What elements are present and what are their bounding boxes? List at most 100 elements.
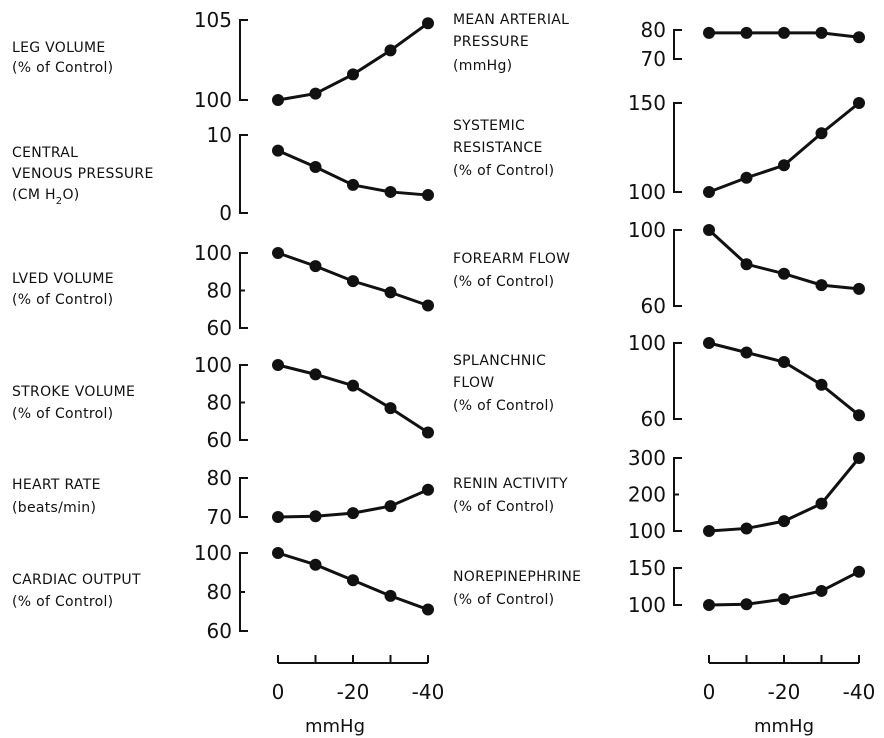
panel-label-1-line-2: (% of Control) [12,60,113,76]
panel-label-10-line-2: FLOW [453,375,494,391]
data-point-5-2 [309,510,322,523]
y-tick-label-3-3: 60 [207,316,232,340]
data-point-9-3 [778,267,790,280]
data-point-8-5 [853,97,865,109]
panel-label-2-line-3: (CM H2O) [12,187,80,207]
y-tick-label-9-1: 100 [628,218,666,242]
y-tick-label-4-3: 60 [207,428,232,452]
data-point-1-4 [384,44,397,57]
y-axis-7 [673,29,682,60]
data-point-12-3 [778,593,790,606]
panel-label-8-line-3: (% of Control) [453,163,554,179]
panel-label-6-line-2: (% of Control) [12,594,113,610]
data-point-1-2 [309,87,322,100]
data-point-9-1 [703,224,715,236]
y-tick-label-10-1: 100 [628,331,666,355]
data-point-12-2 [740,598,753,611]
data-point-10-4 [815,378,828,391]
data-point-9-2 [740,258,753,271]
data-point-2-2 [309,160,322,173]
data-point-2-5 [422,189,434,202]
data-point-9-5 [853,282,865,295]
y-tick-label-11-3: 100 [628,519,666,543]
y-tick-label-12-2: 100 [628,593,666,617]
y-tick-label-7-2: 70 [641,47,666,71]
x-tick-label-2-1: 0 [703,680,716,704]
y-tick-label-3-1: 100 [194,241,232,265]
data-point-4-4 [384,402,397,415]
y-tick-label-2-2: 0 [219,201,232,225]
data-point-4-1 [272,359,284,371]
y-axis-8 [673,102,682,193]
data-point-11-3 [778,515,790,528]
data-point-12-4 [815,584,828,597]
panel-label-1-line-1: LEG VOLUME [12,40,106,56]
data-point-1-5 [422,17,434,30]
data-point-8-3 [778,159,790,172]
data-point-6-2 [309,558,322,571]
data-point-6-3 [347,574,359,587]
panel-label-5-line-2: (beats/min) [12,500,96,516]
data-point-2-4 [384,185,397,198]
y-tick-label-8-2: 100 [628,180,666,204]
panel-label-7-line-3: (mmHg) [453,58,512,74]
series-line-4 [277,363,429,434]
panel-label-11-line-1: RENIN ACTIVITY [453,476,568,492]
panel-label-6-line-1: CARDIAC OUTPUT [12,572,141,588]
data-point-7-5 [853,31,865,44]
series-line-9 [707,228,860,291]
data-point-8-4 [815,127,828,140]
y-axis-2 [239,134,248,214]
data-point-5-1 [272,511,284,523]
data-point-3-2 [309,260,322,273]
data-point-1-1 [272,94,284,106]
data-point-5-5 [422,483,434,496]
y-tick-label-9-2: 60 [641,294,666,318]
data-point-8-2 [740,171,753,184]
data-point-2-1 [272,144,284,157]
panel-label-2-line-2: VENOUS PRESSURE [12,166,154,182]
panel-label-8-line-1: SYSTEMIC [453,118,525,134]
y-tick-label-10-2: 60 [641,407,666,431]
y-axis-9 [673,229,682,307]
panel-label-9-line-1: FOREARM FLOW [453,251,570,267]
x-axis-unit-2: mmHg [754,716,814,737]
y-tick-label-4-1: 100 [194,353,232,377]
y-tick-label-11-2: 200 [628,483,666,507]
data-point-1-3 [347,68,359,81]
x-tick-label-1-1: 0 [272,680,285,704]
y-tick-label-1-1: 105 [194,8,232,32]
data-point-10-1 [703,337,715,349]
y-tick-label-6-1: 100 [194,541,232,565]
y-tick-label-6-2: 80 [207,580,232,604]
panel-label-12-line-2: (% of Control) [453,592,554,608]
y-axis-1 [239,19,248,101]
series-line-8 [708,101,860,194]
panel-label-8-line-2: RESISTANCE [453,140,543,156]
x-axis-unit-1: mmHg [305,716,365,737]
x-tick-label-1-3: -40 [412,680,445,704]
panel-label-3-line-2: (% of Control) [12,292,113,308]
data-point-7-1 [703,26,715,39]
x-tick-label-1-2: -20 [337,680,370,704]
panel-label-5-line-1: HEART RATE [12,477,101,493]
y-tick-label-3-2: 80 [207,279,232,303]
y-tick-label-8-1: 150 [628,91,666,115]
y-axis-12 [673,567,682,606]
y-tick-label-4-2: 80 [207,391,232,415]
data-point-11-4 [815,497,828,510]
data-point-3-5 [422,299,434,312]
data-point-8-1 [703,186,715,198]
data-point-7-3 [778,26,790,39]
data-point-6-4 [384,589,397,602]
data-point-7-4 [815,26,828,39]
y-tick-label-11-1: 300 [628,446,666,470]
panel-label-12-line-1: NOREPINEPHRINE [453,569,581,585]
panel-label-7-line-2: PRESSURE [453,34,529,50]
data-point-3-1 [272,247,284,259]
data-point-5-4 [384,500,397,513]
y-tick-label-1-2: 100 [194,88,232,112]
panel-label-3-line-1: LVED VOLUME [12,271,114,287]
data-point-7-2 [740,26,753,39]
